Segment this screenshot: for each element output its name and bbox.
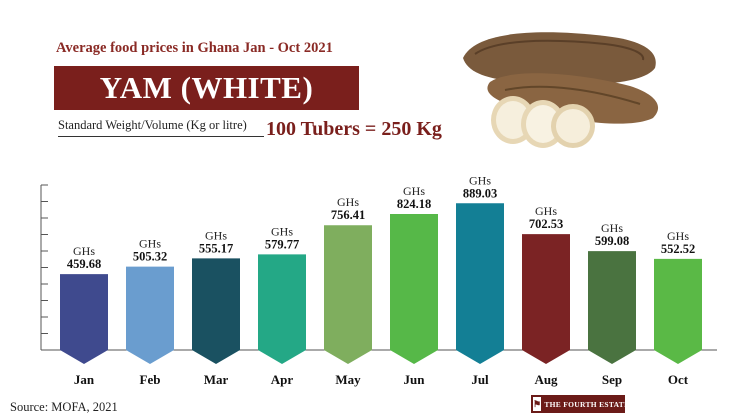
- standard-weight-value: 100 Tubers = 250 Kg: [266, 118, 442, 140]
- bar-jun: [390, 214, 438, 364]
- value-label-unit: GHs: [403, 184, 425, 198]
- value-label-unit: GHs: [271, 224, 293, 238]
- value-label-unit: GHs: [337, 195, 359, 209]
- value-label: 555.17: [199, 241, 233, 255]
- publisher-logo-text: THE FOURTH ESTATE: [544, 399, 630, 409]
- value-label: 579.77: [265, 237, 299, 251]
- bar-may: [324, 225, 372, 364]
- value-label: 702.53: [529, 217, 563, 231]
- bar-sep: [588, 251, 636, 364]
- standard-weight-label: Standard Weight/Volume (Kg or litre): [58, 118, 247, 132]
- x-tick-label: Oct: [668, 372, 689, 387]
- x-tick-label: Jul: [471, 372, 489, 387]
- x-tick-label: Jan: [74, 372, 95, 387]
- bar-aug: [522, 234, 570, 364]
- value-label-unit: GHs: [469, 173, 491, 187]
- chart-subtitle: Average food prices in Ghana Jan - Oct 2…: [56, 40, 333, 56]
- bar-apr: [258, 254, 306, 364]
- value-label: 824.18: [397, 197, 431, 211]
- value-label-unit: GHs: [535, 204, 557, 218]
- value-label: 889.03: [463, 186, 497, 200]
- chart-title-text: YAM (WHITE): [99, 70, 314, 105]
- x-tick-label: Feb: [140, 372, 161, 387]
- x-tick-label: Jun: [404, 372, 426, 387]
- value-label-unit: GHs: [73, 244, 95, 258]
- value-label-unit: GHs: [667, 229, 689, 243]
- bar-feb: [126, 266, 174, 364]
- x-tick-label: May: [335, 372, 361, 387]
- bar-oct: [654, 258, 702, 364]
- value-label-unit: GHs: [205, 228, 227, 242]
- value-label: 552.52: [661, 242, 695, 256]
- value-label: 756.41: [331, 208, 365, 222]
- x-tick-label: Mar: [204, 372, 229, 387]
- publisher-logo: ⚑ THE FOURTH ESTATE: [531, 395, 629, 413]
- x-tick-label: Apr: [271, 372, 294, 387]
- value-label: 459.68: [67, 257, 101, 271]
- bar-jan: [60, 274, 108, 364]
- publisher-logo-icon: ⚑: [533, 397, 542, 411]
- x-tick-label: Sep: [602, 372, 622, 387]
- value-label-unit: GHs: [601, 221, 623, 235]
- value-label: 599.08: [595, 234, 629, 248]
- value-label: 505.32: [133, 250, 167, 264]
- bar-mar: [192, 258, 240, 364]
- chart-title: YAM (WHITE): [54, 66, 359, 110]
- source-note: Source: MOFA, 2021: [10, 400, 118, 414]
- value-label-unit: GHs: [139, 237, 161, 251]
- standard-weight-underline: [58, 136, 264, 137]
- yam-image: [463, 32, 659, 148]
- bar-jul: [456, 203, 504, 364]
- x-tick-label: Aug: [534, 372, 558, 387]
